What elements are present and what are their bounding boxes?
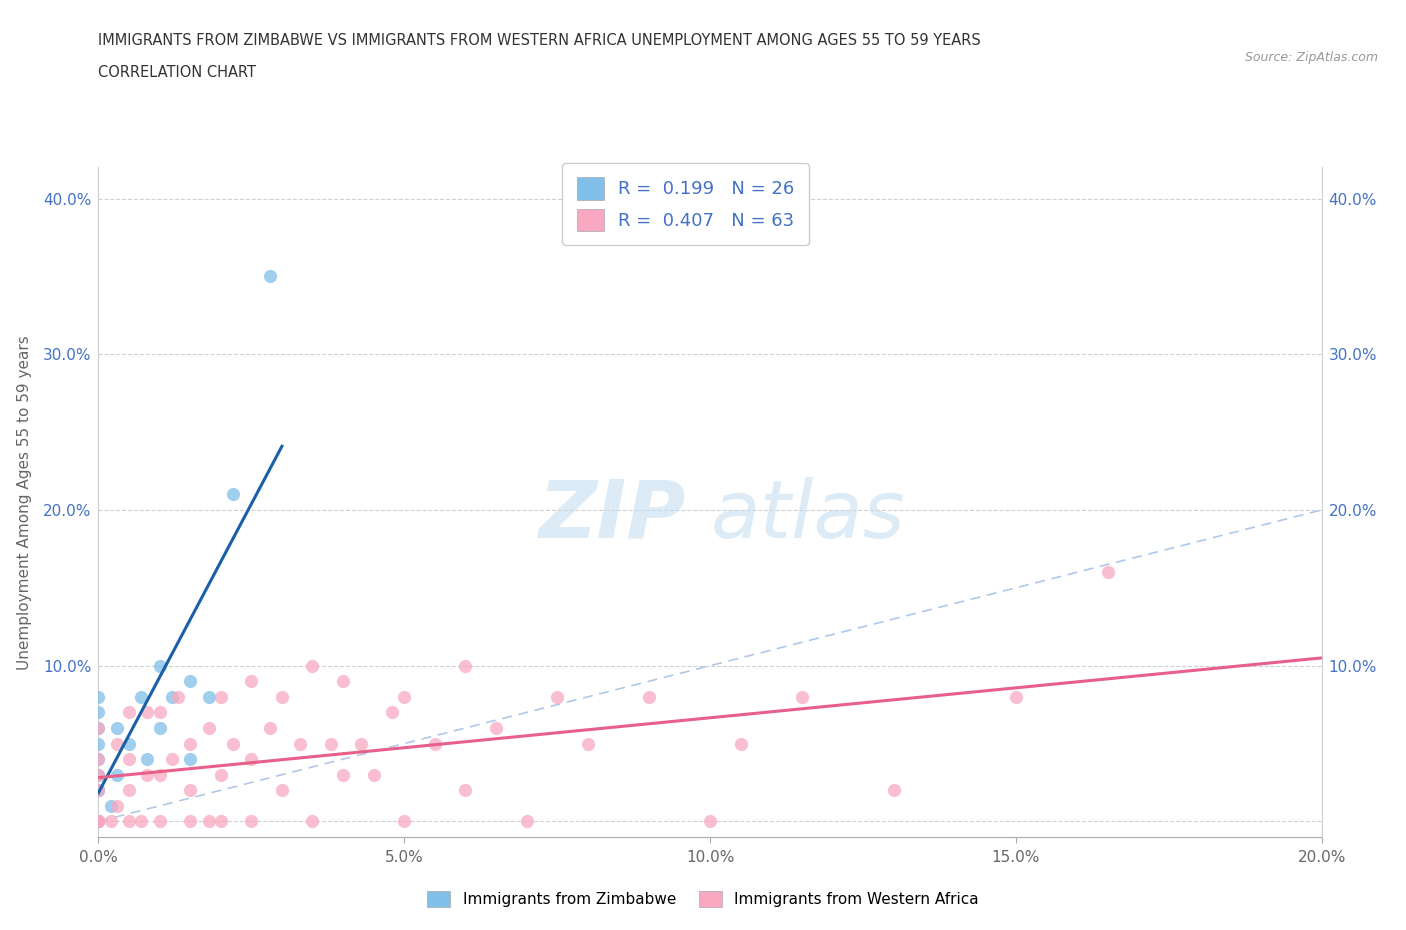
- Point: [883, 783, 905, 798]
- Point: [105, 799, 128, 814]
- Point: [87, 767, 110, 782]
- Point: [100, 799, 122, 814]
- Point: [87, 705, 110, 720]
- Point: [87, 751, 110, 766]
- Point: [118, 737, 141, 751]
- Point: [197, 689, 219, 704]
- Point: [516, 814, 538, 829]
- Point: [392, 814, 416, 829]
- Point: [87, 814, 110, 829]
- Point: [87, 767, 110, 782]
- Point: [87, 783, 110, 798]
- Text: atlas: atlas: [710, 476, 905, 554]
- Point: [319, 737, 342, 751]
- Point: [392, 689, 416, 704]
- Point: [149, 767, 172, 782]
- Point: [270, 783, 292, 798]
- Point: [240, 751, 263, 766]
- Point: [118, 783, 141, 798]
- Point: [730, 737, 752, 751]
- Point: [209, 814, 232, 829]
- Point: [87, 814, 110, 829]
- Point: [87, 814, 110, 829]
- Point: [179, 783, 201, 798]
- Point: [240, 674, 263, 689]
- Point: [637, 689, 661, 704]
- Text: Source: ZipAtlas.com: Source: ZipAtlas.com: [1244, 51, 1378, 64]
- Point: [381, 705, 404, 720]
- Point: [179, 814, 201, 829]
- Point: [179, 737, 201, 751]
- Point: [149, 721, 172, 736]
- Point: [179, 751, 201, 766]
- Point: [118, 705, 141, 720]
- Point: [332, 767, 354, 782]
- Point: [118, 814, 141, 829]
- Point: [222, 737, 245, 751]
- Point: [167, 689, 190, 704]
- Point: [259, 269, 281, 284]
- Point: [87, 689, 110, 704]
- Point: [270, 689, 292, 704]
- Point: [160, 689, 183, 704]
- Point: [222, 487, 245, 502]
- Point: [129, 814, 152, 829]
- Point: [197, 721, 219, 736]
- Point: [485, 721, 508, 736]
- Point: [240, 814, 263, 829]
- Point: [87, 783, 110, 798]
- Point: [149, 705, 172, 720]
- Point: [546, 689, 568, 704]
- Point: [179, 674, 201, 689]
- Point: [129, 689, 152, 704]
- Point: [160, 751, 183, 766]
- Point: [149, 658, 172, 673]
- Point: [350, 737, 373, 751]
- Point: [87, 814, 110, 829]
- Point: [136, 705, 159, 720]
- Point: [699, 814, 721, 829]
- Point: [136, 767, 159, 782]
- Point: [105, 737, 128, 751]
- Point: [87, 721, 110, 736]
- Point: [87, 783, 110, 798]
- Point: [136, 751, 159, 766]
- Point: [363, 767, 385, 782]
- Point: [259, 721, 281, 736]
- Point: [576, 737, 599, 751]
- Point: [301, 658, 323, 673]
- Point: [290, 737, 312, 751]
- Point: [423, 737, 446, 751]
- Point: [1004, 689, 1026, 704]
- Legend: R =  0.199   N = 26, R =  0.407   N = 63: R = 0.199 N = 26, R = 0.407 N = 63: [562, 163, 808, 245]
- Point: [87, 751, 110, 766]
- Point: [105, 721, 128, 736]
- Point: [149, 814, 172, 829]
- Point: [454, 658, 477, 673]
- Point: [87, 814, 110, 829]
- Point: [209, 767, 232, 782]
- Point: [301, 814, 323, 829]
- Legend: Immigrants from Zimbabwe, Immigrants from Western Africa: Immigrants from Zimbabwe, Immigrants fro…: [422, 884, 984, 913]
- Point: [100, 814, 122, 829]
- Point: [105, 767, 128, 782]
- Point: [197, 814, 219, 829]
- Point: [87, 737, 110, 751]
- Point: [87, 814, 110, 829]
- Point: [87, 721, 110, 736]
- Text: ZIP: ZIP: [538, 476, 686, 554]
- Point: [332, 674, 354, 689]
- Point: [87, 814, 110, 829]
- Point: [454, 783, 477, 798]
- Point: [87, 814, 110, 829]
- Text: CORRELATION CHART: CORRELATION CHART: [98, 65, 256, 80]
- Y-axis label: Unemployment Among Ages 55 to 59 years: Unemployment Among Ages 55 to 59 years: [17, 335, 32, 670]
- Point: [790, 689, 813, 704]
- Point: [209, 689, 232, 704]
- Point: [1097, 565, 1119, 579]
- Point: [118, 751, 141, 766]
- Text: IMMIGRANTS FROM ZIMBABWE VS IMMIGRANTS FROM WESTERN AFRICA UNEMPLOYMENT AMONG AG: IMMIGRANTS FROM ZIMBABWE VS IMMIGRANTS F…: [98, 33, 981, 47]
